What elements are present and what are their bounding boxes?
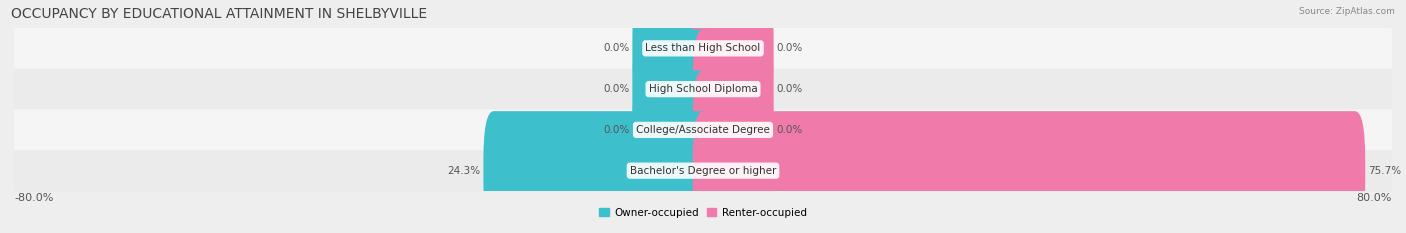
FancyBboxPatch shape	[633, 70, 713, 189]
Text: Source: ZipAtlas.com: Source: ZipAtlas.com	[1299, 7, 1395, 16]
Text: 0.0%: 0.0%	[776, 125, 803, 135]
FancyBboxPatch shape	[693, 111, 1365, 230]
Text: 0.0%: 0.0%	[603, 43, 630, 53]
Text: 80.0%: 80.0%	[1357, 193, 1392, 203]
Text: 0.0%: 0.0%	[603, 125, 630, 135]
Legend: Owner-occupied, Renter-occupied: Owner-occupied, Renter-occupied	[595, 203, 811, 222]
Text: 0.0%: 0.0%	[776, 43, 803, 53]
Text: 0.0%: 0.0%	[603, 84, 630, 94]
Text: OCCUPANCY BY EDUCATIONAL ATTAINMENT IN SHELBYVILLE: OCCUPANCY BY EDUCATIONAL ATTAINMENT IN S…	[11, 7, 427, 21]
FancyBboxPatch shape	[14, 110, 1392, 150]
Text: 0.0%: 0.0%	[776, 84, 803, 94]
FancyBboxPatch shape	[633, 30, 713, 149]
Text: High School Diploma: High School Diploma	[648, 84, 758, 94]
FancyBboxPatch shape	[14, 150, 1392, 191]
Text: Bachelor's Degree or higher: Bachelor's Degree or higher	[630, 166, 776, 176]
Text: 24.3%: 24.3%	[447, 166, 481, 176]
FancyBboxPatch shape	[693, 70, 773, 189]
Text: Less than High School: Less than High School	[645, 43, 761, 53]
Text: College/Associate Degree: College/Associate Degree	[636, 125, 770, 135]
Text: 75.7%: 75.7%	[1368, 166, 1400, 176]
FancyBboxPatch shape	[14, 69, 1392, 110]
Text: -80.0%: -80.0%	[14, 193, 53, 203]
FancyBboxPatch shape	[633, 0, 713, 108]
FancyBboxPatch shape	[693, 0, 773, 108]
FancyBboxPatch shape	[14, 28, 1392, 69]
FancyBboxPatch shape	[693, 30, 773, 149]
FancyBboxPatch shape	[484, 111, 713, 230]
